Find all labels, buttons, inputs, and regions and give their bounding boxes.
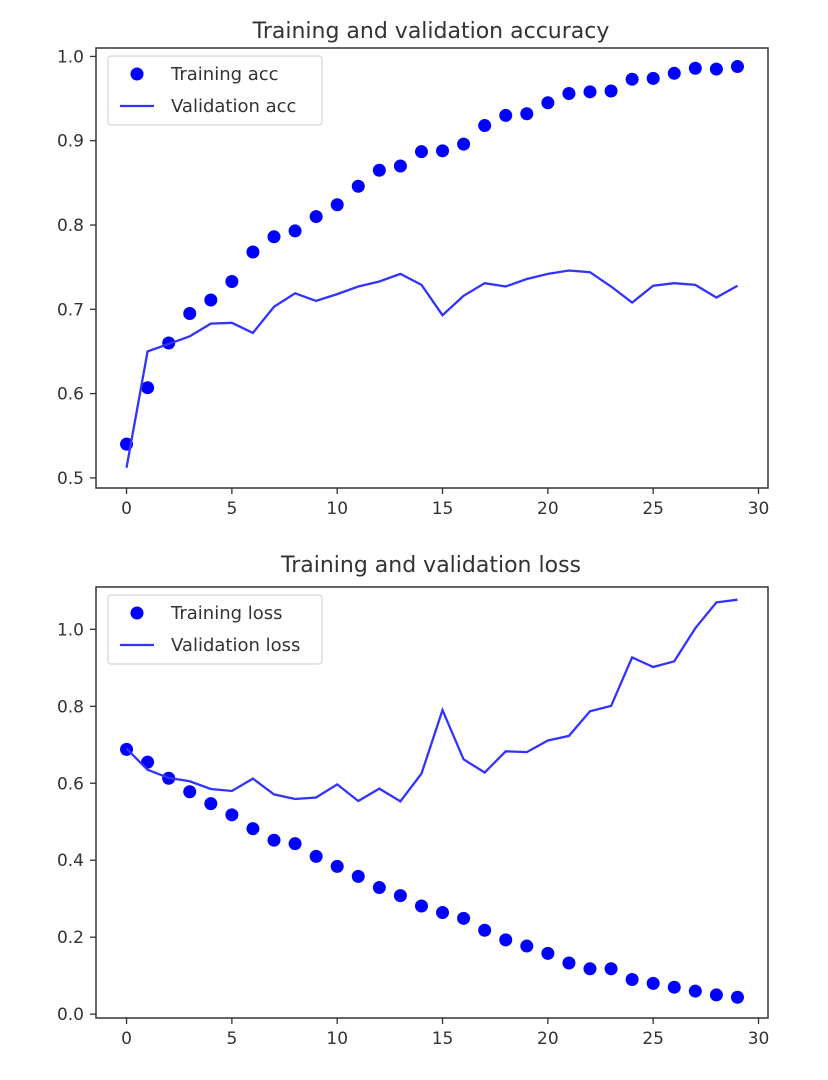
y-tick-label: 0.9 (57, 132, 84, 152)
y-tick-label: 0.4 (57, 851, 84, 871)
data-point (646, 976, 660, 990)
y-tick-label: 0.0 (57, 1005, 84, 1025)
plot-frame (95, 47, 769, 489)
data-point (288, 837, 302, 851)
legend-label: Training acc (170, 64, 279, 85)
x-tick-label: 10 (326, 499, 348, 519)
data-point (730, 60, 744, 74)
x-tick-label: 25 (642, 499, 664, 519)
data-point (520, 939, 534, 953)
chart-title: Training and validation loss (280, 553, 581, 578)
loss-chart: Training and validation loss 0 5 10 15 20 25 3… (57, 553, 770, 1049)
data-point (499, 933, 513, 947)
legend-marker-dot (130, 606, 144, 620)
x-tick-label: 30 (748, 1029, 770, 1049)
data-point (562, 956, 576, 970)
data-point (267, 833, 281, 847)
y-tick-label: 0.6 (57, 774, 84, 794)
y-tick-label: 1.0 (57, 620, 84, 640)
data-point (604, 962, 618, 976)
data-point (309, 849, 323, 863)
data-point (330, 198, 344, 212)
data-point (372, 163, 386, 177)
data-point (183, 785, 197, 799)
y-tick-label: 0.5 (57, 469, 84, 489)
data-point (667, 66, 681, 80)
accuracy-chart: Training and validation accuracy 0 5 10 15 2… (57, 19, 770, 519)
data-point (604, 84, 618, 98)
data-point (351, 869, 365, 883)
x-tick-label: 20 (537, 1029, 559, 1049)
data-point (541, 96, 555, 110)
data-point (709, 62, 723, 76)
data-point (478, 119, 492, 133)
data-point (625, 72, 639, 86)
legend-label: Validation acc (171, 96, 296, 117)
y-tick-label: 0.6 (57, 385, 84, 405)
y-tick-label: 0.8 (57, 216, 84, 236)
x-tick-label: 10 (326, 1029, 348, 1049)
data-point (730, 990, 744, 1004)
series-line-validation-loss (125, 598, 738, 803)
data-point (372, 881, 386, 895)
data-point (141, 381, 155, 395)
y-tick-label: 1.0 (57, 47, 84, 67)
data-point (499, 108, 513, 122)
plot-frame (95, 586, 769, 1019)
x-tick-label: 0 (121, 499, 132, 519)
legend-box (107, 594, 323, 665)
data-point (583, 962, 597, 976)
data-point (414, 145, 428, 159)
data-point (667, 980, 681, 994)
x-tick-label: 15 (432, 1029, 454, 1049)
x-tick-label: 30 (748, 499, 770, 519)
data-point (688, 61, 702, 75)
data-point (414, 899, 428, 913)
legend-box (107, 55, 323, 126)
data-point (225, 808, 239, 822)
data-point (436, 906, 450, 920)
data-point (267, 230, 281, 244)
data-point (204, 293, 218, 307)
data-point (288, 224, 302, 238)
data-point (309, 210, 323, 224)
legend-label: Validation loss (171, 635, 300, 656)
x-tick-label: 5 (226, 499, 237, 519)
data-point (225, 274, 239, 288)
data-point (393, 889, 407, 903)
data-point (709, 988, 723, 1002)
data-point (646, 71, 660, 85)
y-tick-label: 0.7 (57, 300, 84, 320)
series-line-validation-acc (125, 269, 739, 469)
x-tick-label: 25 (642, 1029, 664, 1049)
data-point (246, 245, 260, 259)
data-point (583, 85, 597, 99)
data-point (246, 822, 260, 836)
data-point (520, 107, 534, 121)
x-tick-label: 5 (226, 1029, 237, 1049)
data-point (562, 87, 576, 101)
data-point (393, 159, 407, 173)
data-point (436, 144, 450, 158)
data-point (688, 984, 702, 998)
data-point (478, 923, 492, 937)
y-tick-label: 0.8 (57, 697, 84, 717)
data-point (541, 946, 555, 960)
data-point (183, 307, 197, 321)
data-point (457, 137, 471, 151)
y-tick-label: 0.2 (57, 928, 84, 948)
legend-label: Training loss (170, 603, 283, 624)
chart-title: Training and validation accuracy (252, 19, 610, 44)
data-point (204, 797, 218, 811)
x-tick-label: 20 (537, 499, 559, 519)
x-tick-label: 0 (121, 1029, 132, 1049)
data-point (330, 859, 344, 873)
data-point (351, 179, 365, 193)
legend-marker-dot (130, 67, 144, 81)
x-tick-label: 15 (432, 499, 454, 519)
data-point (457, 911, 471, 925)
data-point (625, 973, 639, 987)
